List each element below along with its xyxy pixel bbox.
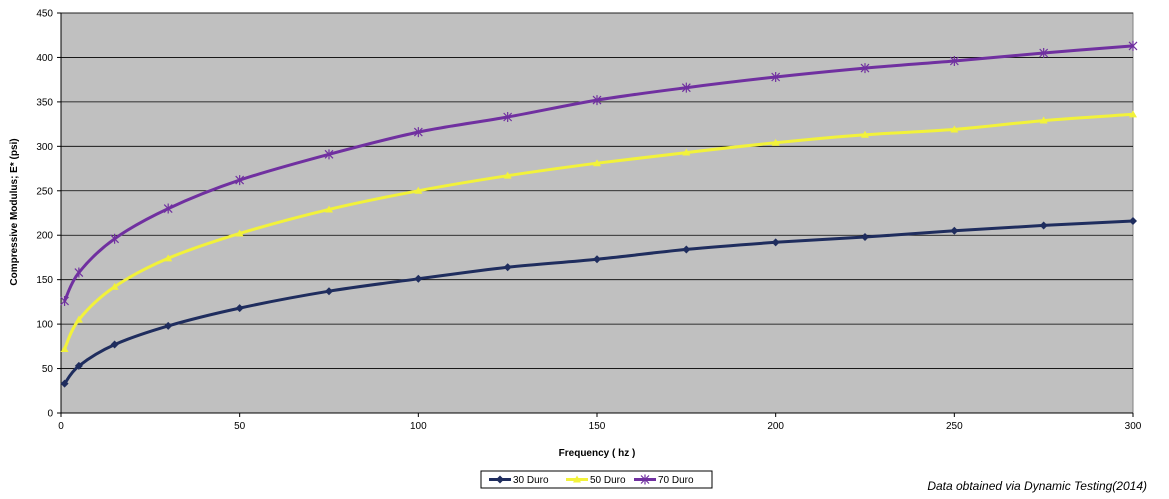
data-point bbox=[503, 112, 513, 122]
y-tick-label: 100 bbox=[36, 320, 53, 331]
data-point bbox=[771, 138, 780, 146]
data-point bbox=[771, 72, 781, 82]
data-point bbox=[74, 315, 83, 323]
legend-marker bbox=[573, 475, 581, 483]
data-source-note: Data obtained via Dynamic Testing(2014) bbox=[927, 479, 1147, 493]
legend-label: 50 Duro bbox=[590, 475, 626, 486]
data-point bbox=[324, 149, 334, 160]
data-point bbox=[682, 148, 691, 156]
data-point bbox=[861, 233, 869, 241]
data-point bbox=[414, 274, 423, 283]
data-point bbox=[503, 171, 512, 179]
data-point bbox=[1129, 217, 1137, 225]
data-point bbox=[235, 229, 244, 237]
y-tick-label: 50 bbox=[42, 364, 54, 375]
data-point bbox=[235, 304, 244, 313]
series-70-duro bbox=[60, 40, 1138, 306]
series-line bbox=[63, 44, 1134, 302]
data-point bbox=[60, 296, 69, 306]
x-tick-label: 100 bbox=[410, 421, 427, 432]
data-point bbox=[1039, 48, 1049, 58]
data-point bbox=[949, 56, 959, 66]
y-tick-label: 450 bbox=[36, 9, 53, 20]
x-axis-title: Frequency ( hz ) bbox=[559, 448, 636, 459]
data-point bbox=[235, 175, 245, 186]
data-point bbox=[110, 282, 119, 290]
x-tick-label: 50 bbox=[234, 421, 246, 432]
data-point bbox=[414, 186, 423, 194]
data-point bbox=[1129, 110, 1137, 118]
y-tick-label: 400 bbox=[36, 53, 53, 64]
legend-box bbox=[480, 470, 713, 489]
data-point bbox=[593, 159, 601, 167]
data-point bbox=[950, 125, 959, 133]
x-tick-label: 300 bbox=[1125, 421, 1142, 432]
data-point bbox=[1039, 221, 1048, 230]
x-tick-label: 150 bbox=[589, 421, 606, 432]
x-tick-labels: 0 50 100 150 200 250 300 bbox=[58, 421, 1142, 432]
y-tick-label: 150 bbox=[36, 275, 53, 286]
data-point bbox=[110, 340, 119, 349]
data-point bbox=[325, 287, 333, 296]
data-point bbox=[60, 345, 69, 352]
x-tick-label: 0 bbox=[58, 421, 64, 432]
x-tick-label: 200 bbox=[767, 421, 784, 432]
y-tick-labels: 0 50 100 150 200 250 300 350 400 450 bbox=[36, 9, 53, 420]
data-point bbox=[164, 321, 173, 330]
data-point bbox=[681, 82, 691, 93]
legend-marker bbox=[496, 475, 504, 484]
data-point bbox=[163, 203, 173, 214]
legend-label: 70 Duro bbox=[658, 475, 694, 486]
data-point bbox=[164, 254, 173, 262]
data-point bbox=[593, 255, 601, 264]
data-point bbox=[413, 127, 423, 138]
plot-area bbox=[60, 12, 1134, 414]
series-50-duro bbox=[60, 110, 1137, 352]
legend-item: 70 Duro bbox=[634, 474, 694, 486]
legend-marker bbox=[640, 474, 650, 485]
data-point bbox=[950, 226, 959, 235]
data-point bbox=[60, 379, 69, 388]
data-point bbox=[861, 130, 869, 138]
gridlines bbox=[57, 12, 1134, 417]
y-tick-label: 300 bbox=[36, 142, 53, 153]
series-30-duro bbox=[60, 217, 1137, 388]
series-line bbox=[63, 112, 1134, 350]
data-point bbox=[1039, 116, 1048, 124]
y-axis-title: Compressive Modulus; E* (psi) bbox=[9, 138, 20, 285]
y-tick-label: 200 bbox=[36, 231, 53, 242]
legend-item: 30 Duro bbox=[489, 475, 549, 486]
data-point bbox=[860, 63, 870, 74]
data-point bbox=[325, 205, 333, 213]
legend: 30 Duro 50 Duro 70 Duro bbox=[480, 470, 713, 489]
y-tick-label: 350 bbox=[36, 97, 53, 108]
y-tick-label: 250 bbox=[36, 186, 53, 197]
data-point bbox=[110, 233, 120, 244]
legend-label: 30 Duro bbox=[513, 475, 549, 486]
data-point bbox=[1128, 40, 1138, 51]
data-point bbox=[74, 361, 83, 370]
series-group bbox=[60, 40, 1138, 388]
data-point bbox=[682, 245, 691, 254]
y-tick-label: 0 bbox=[47, 409, 53, 420]
data-point bbox=[592, 95, 602, 106]
series-line bbox=[63, 219, 1134, 385]
legend-item: 50 Duro bbox=[566, 475, 626, 486]
data-point bbox=[74, 267, 84, 278]
x-tick-label: 250 bbox=[946, 421, 963, 432]
data-point bbox=[771, 238, 780, 247]
data-point bbox=[503, 263, 512, 272]
